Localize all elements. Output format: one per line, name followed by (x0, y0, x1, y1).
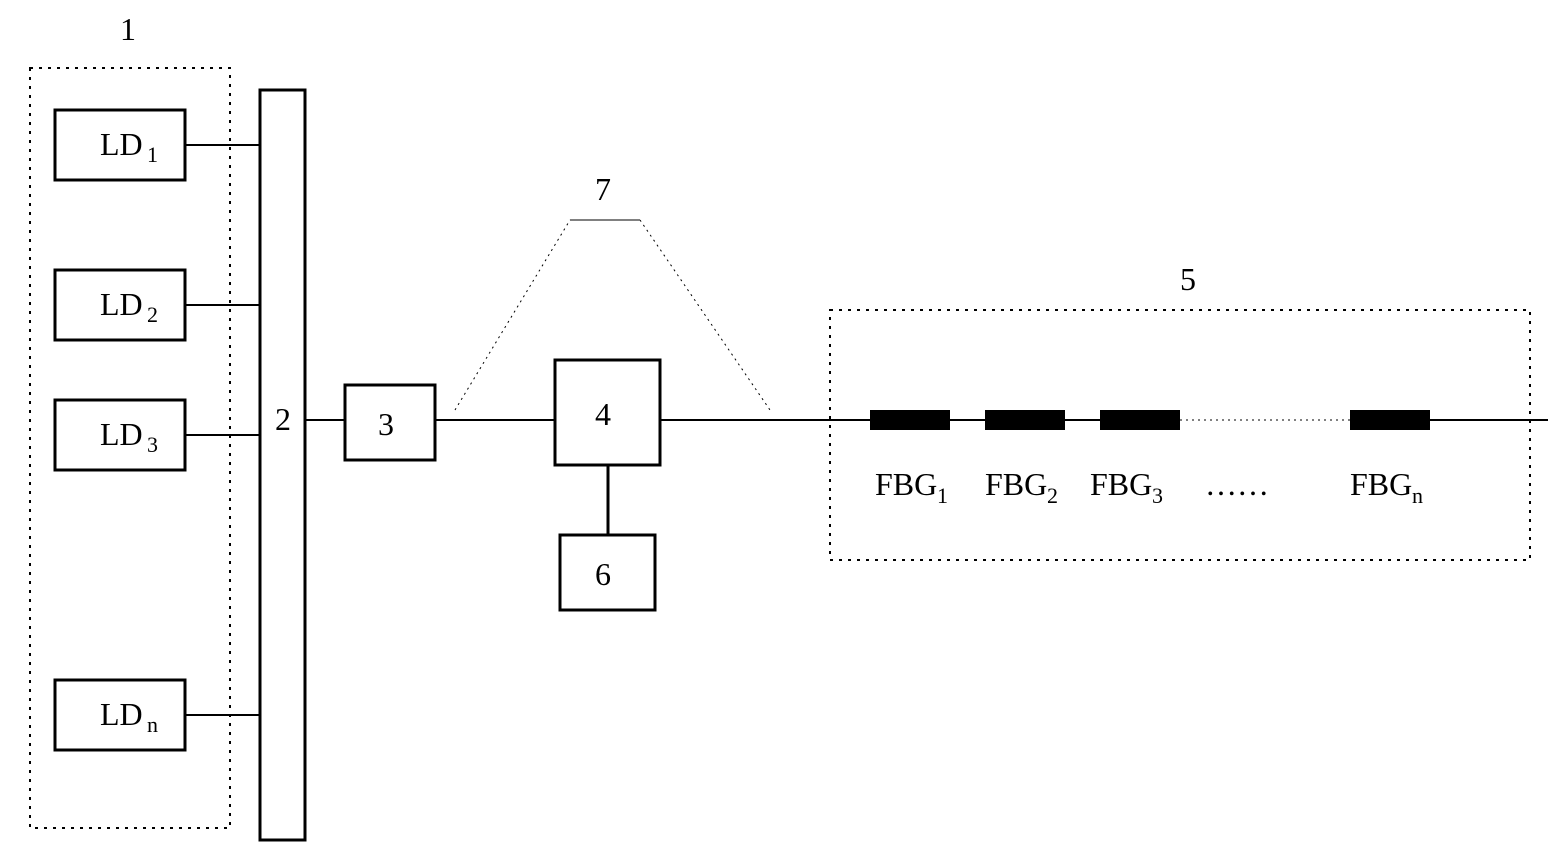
fbg-2 (985, 410, 1065, 430)
fbg-label-1: FBG1 (875, 466, 948, 508)
fbg-4 (1350, 410, 1430, 430)
svg-text:LD: LD (100, 126, 143, 162)
block-2 (260, 90, 305, 840)
fbg-label-3: FBG3 (1090, 466, 1163, 508)
region-1-label: 1 (120, 11, 136, 47)
svg-text:n: n (147, 712, 158, 737)
svg-text:1: 1 (147, 142, 158, 167)
svg-text:FBG: FBG (1350, 466, 1412, 502)
fbg-3 (1100, 410, 1180, 430)
block-2-label: 2 (275, 401, 291, 437)
svg-text:1: 1 (937, 483, 948, 508)
svg-text:FBG: FBG (1090, 466, 1152, 502)
callout-7-label: 7 (595, 171, 611, 207)
block-6-label: 6 (595, 556, 611, 592)
svg-text:FBG: FBG (875, 466, 937, 502)
svg-text:n: n (1412, 483, 1423, 508)
svg-text:3: 3 (1152, 483, 1163, 508)
svg-text:2: 2 (1047, 483, 1058, 508)
svg-text:LD: LD (100, 416, 143, 452)
fbg-label-2: FBG2 (985, 466, 1058, 508)
block-3-label: 3 (378, 406, 394, 442)
svg-text:LD: LD (100, 286, 143, 322)
fbg-ellipsis: …… (1205, 466, 1269, 502)
svg-text:FBG: FBG (985, 466, 1047, 502)
fbg-label-4: FBGn (1350, 466, 1423, 508)
svg-text:LD: LD (100, 696, 143, 732)
svg-text:2: 2 (147, 302, 158, 327)
region-5 (830, 310, 1530, 560)
region-5-label: 5 (1180, 261, 1196, 297)
callout-7-left (455, 220, 570, 410)
svg-text:3: 3 (147, 432, 158, 457)
fbg-1 (870, 410, 950, 430)
block-4-label: 4 (595, 396, 611, 432)
